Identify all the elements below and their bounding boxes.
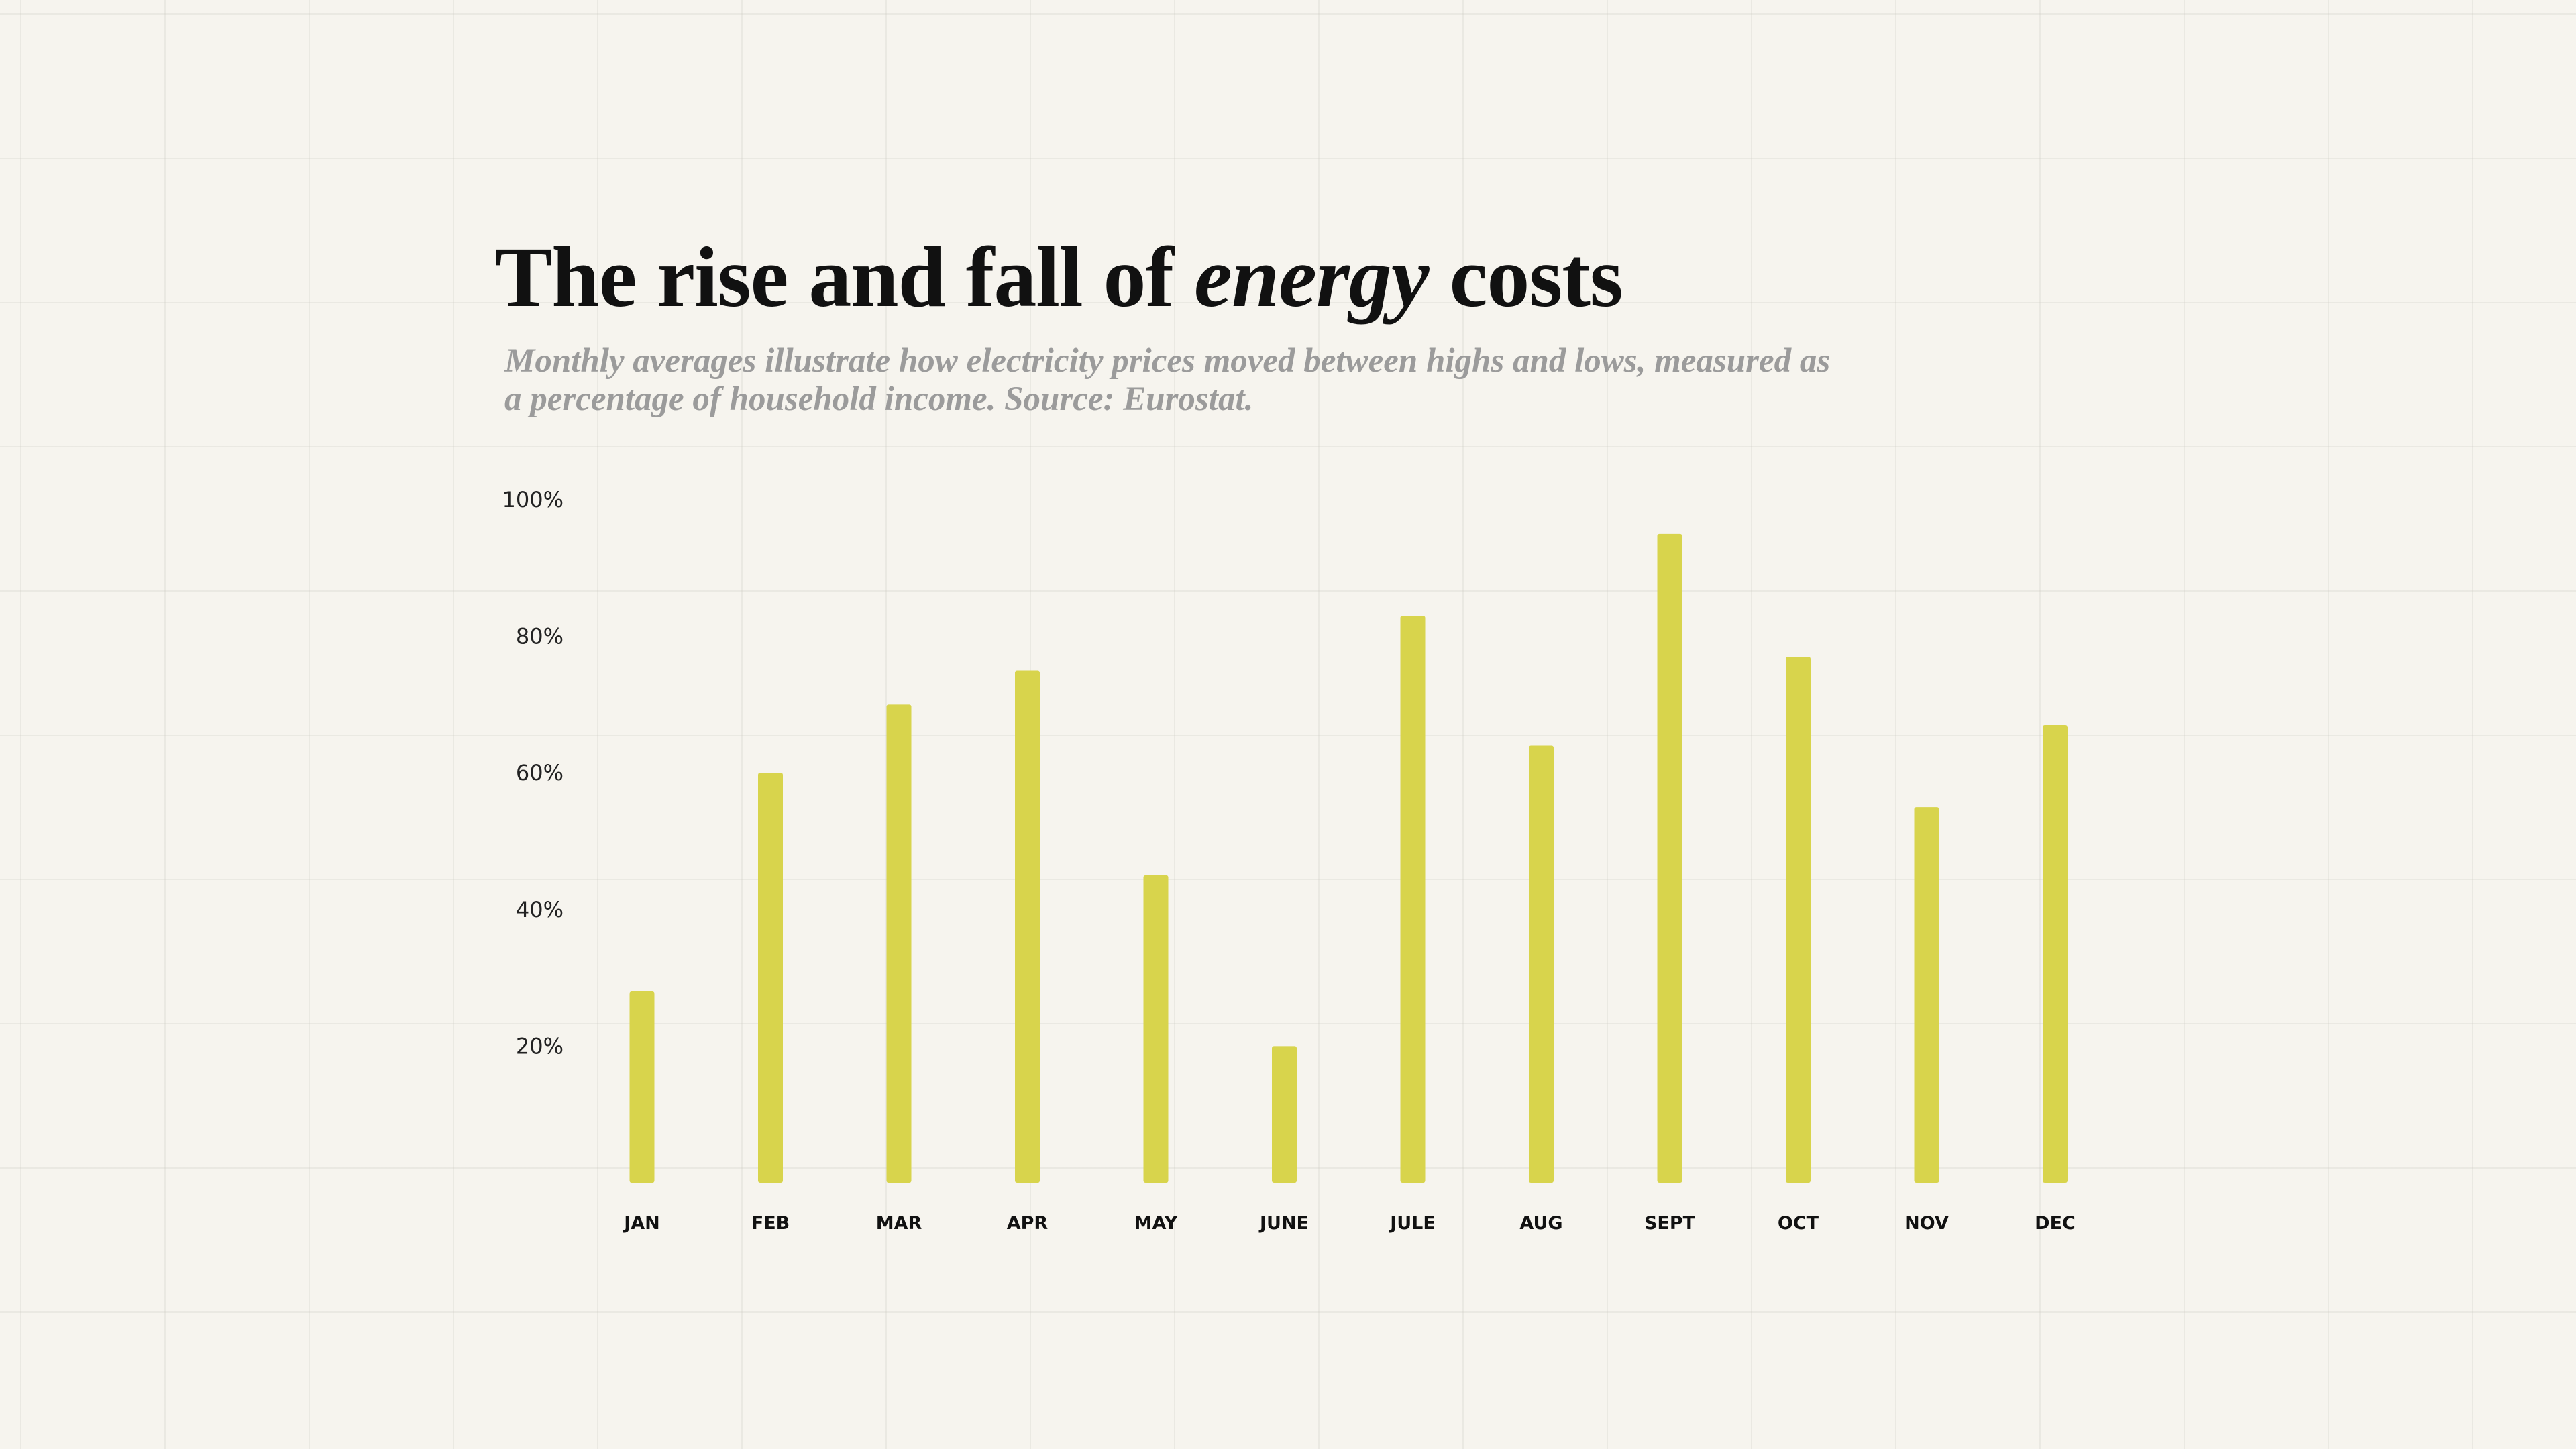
y-tick-label: 20%	[516, 1033, 564, 1059]
chart-title: The rise and fall of energy costs	[495, 228, 1623, 327]
bars	[629, 533, 2068, 1183]
x-tick-label: MAR	[876, 1213, 922, 1234]
title-text: The rise and fall of	[495, 229, 1195, 325]
title-emphasis: energy	[1194, 229, 1429, 325]
x-tick-label: AUG	[1519, 1213, 1562, 1234]
x-axis: JAN FEB MAR APR MAY JUNE JULE AUG SEPT OCT NOV DEC	[623, 1213, 2076, 1234]
bar-dec	[2043, 724, 2068, 1183]
bar-oct	[1786, 657, 1811, 1183]
x-tick-label: NOV	[1904, 1213, 1949, 1234]
bar-nov	[1914, 807, 1939, 1183]
x-tick-label: JULE	[1389, 1213, 1436, 1234]
bar-june	[1272, 1046, 1297, 1183]
x-tick-label: MAY	[1134, 1213, 1178, 1234]
x-tick-label: SEPT	[1644, 1213, 1696, 1234]
y-tick-label: 80%	[516, 624, 564, 649]
y-tick-label: 60%	[516, 760, 564, 786]
x-tick-label: DEC	[2035, 1213, 2076, 1234]
bar-jan	[629, 991, 655, 1183]
x-tick-label: APR	[1007, 1213, 1049, 1234]
bar-mar	[886, 704, 912, 1183]
x-tick-label: JUNE	[1258, 1213, 1309, 1234]
y-tick-label: 100%	[502, 487, 564, 513]
bar-apr	[1015, 670, 1040, 1183]
title-text-end: costs	[1428, 229, 1623, 325]
x-tick-label: FEB	[751, 1213, 790, 1234]
x-tick-label: JAN	[623, 1213, 660, 1234]
bar-feb	[758, 773, 783, 1183]
chart-subtitle: Monthly averages illustrate how electric…	[504, 342, 1831, 418]
y-axis: 20% 40% 60% 80% 100%	[502, 487, 564, 1059]
bar-sept	[1657, 533, 1682, 1183]
y-tick-label: 40%	[516, 897, 564, 922]
x-tick-label: OCT	[1778, 1213, 1819, 1234]
bar-aug	[1529, 745, 1554, 1183]
bar-jule	[1400, 616, 1426, 1183]
bar-may	[1143, 875, 1169, 1183]
